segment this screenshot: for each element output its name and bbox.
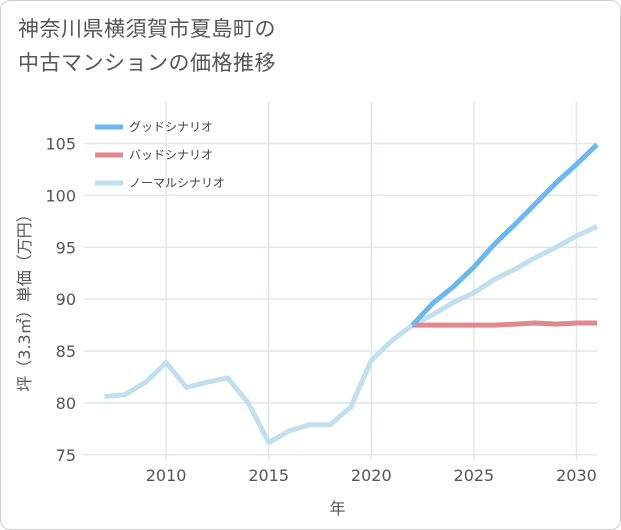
y-tick-label: 75: [56, 446, 76, 465]
legend-label: ノーマルシナリオ: [129, 176, 225, 190]
chart-title: 神奈川県横須賀市夏島町の 中古マンションの価格推移: [18, 12, 578, 80]
y-tick-label: 100: [45, 186, 76, 205]
y-tick-label: 95: [56, 238, 76, 257]
y-axis-label: 坪（3.3㎡）単価（万円）: [15, 206, 34, 391]
y-tick-label: 85: [56, 342, 76, 361]
series-layer: [104, 142, 599, 445]
series-line-1: [412, 320, 597, 328]
x-tick-label: 2025: [454, 466, 495, 485]
y-tick-labels: 75 80 85 90 95 100 105: [45, 135, 76, 465]
chart-title-line-2: 中古マンションの価格推移: [18, 51, 276, 75]
chart-title-line-1: 神奈川県横須賀市夏島町の: [18, 17, 276, 41]
x-axis-label: 年: [329, 499, 345, 518]
x-tick-labels: 2010 2015 2020 2025 2030: [146, 466, 597, 485]
grid: [84, 102, 597, 460]
y-tick-label: 80: [56, 394, 76, 413]
x-tick-label: 2030: [556, 466, 597, 485]
x-tick-label: 2020: [351, 466, 392, 485]
series-line-0: [410, 142, 599, 327]
legend-label: バッドシナリオ: [129, 148, 213, 162]
y-tick-label: 90: [56, 290, 76, 309]
x-tick-label: 2015: [248, 466, 289, 485]
series-line-2: [104, 224, 599, 445]
y-tick-label: 105: [45, 135, 76, 154]
x-tick-label: 2010: [146, 466, 187, 485]
legend-label: グッドシナリオ: [129, 120, 213, 134]
